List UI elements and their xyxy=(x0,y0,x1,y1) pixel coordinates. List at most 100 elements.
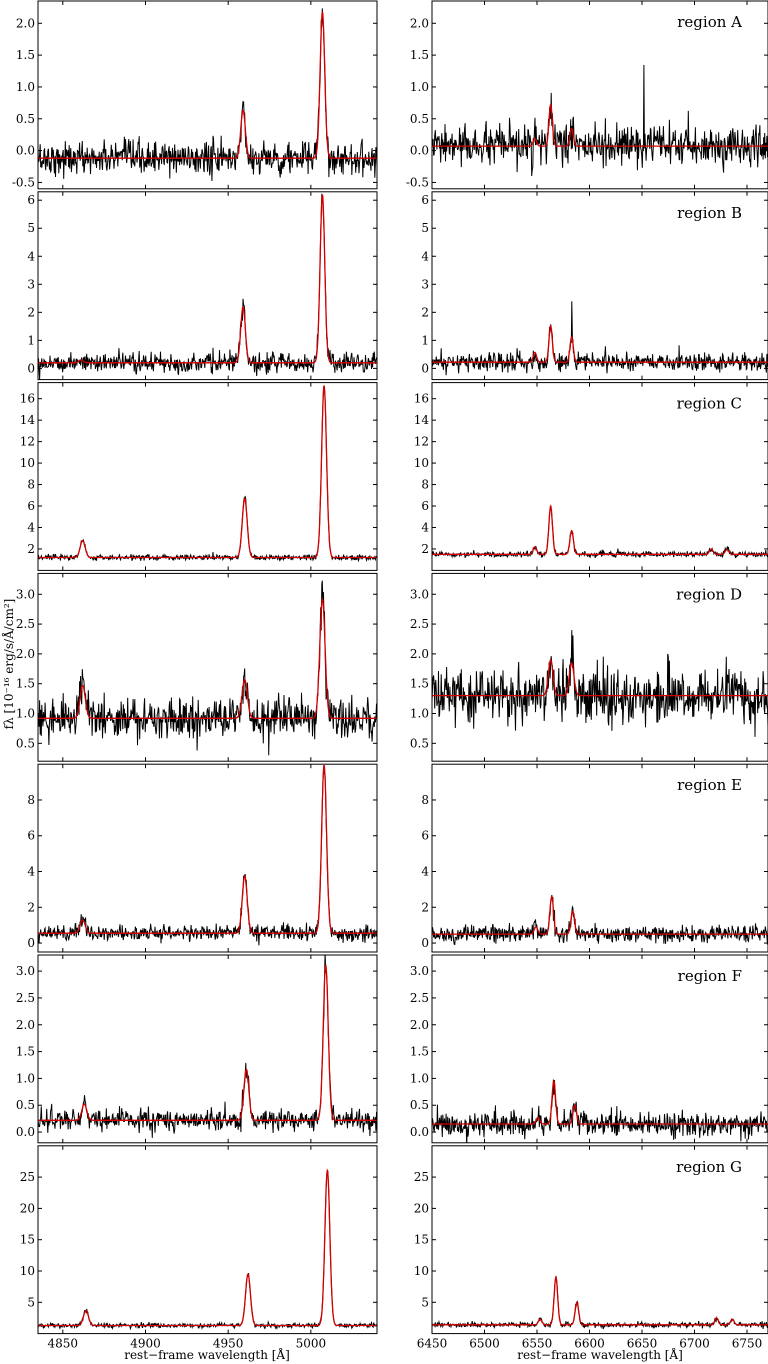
region-label: region F xyxy=(678,967,742,985)
y-tick-label: 0.5 xyxy=(410,736,429,750)
panel-frame xyxy=(37,0,378,190)
y-tick-label: 2.0 xyxy=(16,1018,35,1032)
model-fit-e-right xyxy=(432,895,768,935)
observed-spectrum-a-left xyxy=(38,8,377,182)
panel-frame xyxy=(431,572,768,762)
y-tick-label: 0.0 xyxy=(410,144,429,158)
model-fit-f-right xyxy=(432,1079,768,1125)
panel-frame xyxy=(431,954,768,1144)
region-label: region A xyxy=(677,13,742,31)
spectrum-panel-g-right: 5 10 15 20 25 6450 6500 6550 6600 6650 6700 6750 reg… xyxy=(414,1145,768,1351)
y-tick-label: 8 xyxy=(27,793,35,807)
model-fit-a-right xyxy=(432,103,768,147)
y-tick-label: 1.0 xyxy=(410,1071,429,1085)
y-tick-label: 4 xyxy=(421,249,429,263)
y-tick-label: 0.0 xyxy=(16,1125,35,1139)
y-tick-label: 2.0 xyxy=(410,16,429,30)
panel-frame xyxy=(431,0,768,190)
y-tick-label: 10 xyxy=(20,456,35,470)
y-tick-label: 2 xyxy=(421,305,429,319)
y-tick-label: 6 xyxy=(421,829,429,843)
y-tick-label: 1.0 xyxy=(410,80,429,94)
spectrum-lines xyxy=(432,1275,768,1330)
y-tick-label: 3 xyxy=(27,277,35,291)
y-tick-label: 3 xyxy=(421,277,429,291)
y-tick-label: 1 xyxy=(421,333,429,347)
spectrum-panel-a-left: -0.5 0.0 0.5 1.0 1.5 2.0 xyxy=(12,0,378,190)
y-tick-label: 0.5 xyxy=(410,1098,429,1112)
y-tick-label: 25 xyxy=(414,1170,429,1184)
model-fit-f-left xyxy=(38,964,377,1121)
observed-spectrum-f-left xyxy=(38,955,377,1138)
model-fit-g-left xyxy=(38,1168,377,1327)
y-tick-label: 10 xyxy=(414,1264,429,1278)
panel-frame xyxy=(431,191,768,381)
spectrum-panel-d-right: 0.5 1.0 1.5 2.0 2.5 3.0 region D xyxy=(410,572,768,762)
spectrum-lines xyxy=(38,193,377,380)
y-tick-label: 4 xyxy=(27,249,35,263)
y-tick-label: 1.5 xyxy=(16,1045,35,1059)
y-tick-label: 0 xyxy=(421,361,429,375)
y-tick-label: 4 xyxy=(27,865,35,879)
y-tick-label: 2 xyxy=(421,900,429,914)
spectrum-lines xyxy=(38,8,377,182)
y-tick-label: 10 xyxy=(414,456,429,470)
region-label: region C xyxy=(677,395,742,413)
region-label: region D xyxy=(676,585,742,603)
y-tick-label: 0.5 xyxy=(410,112,429,126)
observed-spectrum-f-right xyxy=(432,1079,768,1143)
spectrum-lines xyxy=(432,504,768,559)
model-fit-b-left xyxy=(38,194,377,364)
y-tick-label: 5 xyxy=(421,221,429,235)
y-tick-label: 8 xyxy=(421,478,429,492)
region-label: region B xyxy=(677,204,742,222)
y-tick-label: 14 xyxy=(20,413,36,427)
y-tick-label: 0.0 xyxy=(410,1125,429,1139)
spectrum-panel-e-left: 0 2 4 6 8 xyxy=(27,763,378,953)
spectrum-panel-c-left: 2 4 6 8 10 12 14 16 xyxy=(20,382,378,571)
model-fit-b-right xyxy=(432,324,768,363)
y-tick-label: 2.5 xyxy=(16,617,35,631)
y-tick-label: 2.5 xyxy=(410,991,429,1005)
model-fit-a-left xyxy=(38,11,377,159)
model-fit-d-left xyxy=(38,597,377,719)
y-tick-label: 15 xyxy=(20,1233,35,1247)
x-tick-label: 6500 xyxy=(469,1337,500,1351)
y-tick-label: 2 xyxy=(27,542,35,556)
observed-spectrum-a-right xyxy=(432,64,768,177)
spectrum-panel-e-right: 0 2 4 6 8 region E xyxy=(421,763,768,953)
y-tick-label: 4 xyxy=(27,520,35,534)
y-tick-label: 0.5 xyxy=(16,1098,35,1112)
y-tick-label: 1.5 xyxy=(410,48,429,62)
y-tick-label: 5 xyxy=(421,1295,429,1309)
x-tick-label: 4900 xyxy=(130,1337,161,1351)
y-tick-label: 5 xyxy=(27,221,35,235)
y-tick-label: 1 xyxy=(27,333,35,347)
y-tick-label: 1.5 xyxy=(410,677,429,691)
y-tick-label: 2.0 xyxy=(410,647,429,661)
y-tick-label: 1.0 xyxy=(16,707,35,721)
y-tick-label: 0.5 xyxy=(16,112,35,126)
spectrum-panel-a-right: -0.5 0.0 0.5 1.0 1.5 2.0 region A xyxy=(406,0,768,190)
observed-spectrum-g-right xyxy=(432,1276,768,1330)
y-tick-label: 6 xyxy=(421,193,429,207)
x-tick-label: 4950 xyxy=(213,1337,244,1351)
y-axis-title: fλ [10⁻¹⁶ erg/s/Å/cm²] xyxy=(1,599,16,730)
panel-frame xyxy=(37,763,378,953)
x-tick-label: 6450 xyxy=(417,1337,448,1351)
y-tick-label: 14 xyxy=(414,413,430,427)
y-tick-label: 1.0 xyxy=(410,707,429,721)
spectrum-lines xyxy=(432,630,768,737)
observed-spectrum-d-right xyxy=(432,630,768,737)
spectrum-panel-d-left: 0.5 1.0 1.5 2.0 2.5 3.0 xyxy=(16,572,378,762)
panel-frame xyxy=(37,191,378,381)
y-tick-label: 2.0 xyxy=(16,16,35,30)
model-fit-g-right xyxy=(432,1275,768,1326)
region-label: region G xyxy=(676,1158,742,1176)
panel-frame xyxy=(431,763,768,953)
y-tick-label: -0.5 xyxy=(406,175,429,189)
spectrum-lines xyxy=(432,301,768,376)
y-tick-label: 1.5 xyxy=(410,1045,429,1059)
region-label: region E xyxy=(677,776,742,794)
